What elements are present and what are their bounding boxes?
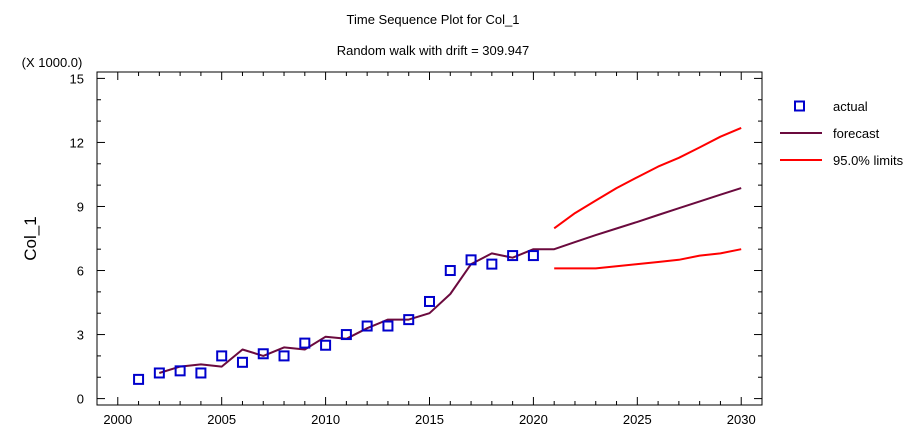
data-point <box>299 337 311 349</box>
data-point <box>174 365 186 377</box>
y-tick-label: 0 <box>77 392 84 407</box>
y-axis-title: Col_1 <box>21 216 40 260</box>
y-tick-label: 15 <box>70 71 84 86</box>
data-point <box>527 250 539 262</box>
series-line-3 <box>554 248 742 270</box>
y-tick-label: 12 <box>70 135 84 150</box>
y-axis-multiplier-label: (X 1000.0) <box>22 55 83 70</box>
data-point <box>320 339 332 351</box>
x-tick-label: 2020 <box>519 412 548 427</box>
x-tick-label: 2015 <box>415 412 444 427</box>
data-point <box>486 258 498 270</box>
series-line-1 <box>159 187 742 374</box>
legend-label: 95.0% limits <box>833 153 904 168</box>
x-tick-label: 2025 <box>623 412 652 427</box>
data-point <box>153 367 165 379</box>
data-point <box>195 367 207 379</box>
data-point <box>361 320 373 332</box>
y-tick-label: 3 <box>77 328 84 343</box>
series-layer <box>133 126 742 385</box>
y-tick-label: 9 <box>77 199 84 214</box>
series-line-2 <box>553 126 742 230</box>
data-point <box>236 356 248 368</box>
data-point <box>382 320 394 332</box>
axis-ticks: 2000 2005 2010 2015 2020 2025 2030 0 3 6 9 12 15 <box>70 71 763 427</box>
data-point <box>340 329 352 341</box>
y-tick-label: 6 <box>77 264 84 279</box>
chart-subtitle: Random walk with drift = 309.947 <box>337 43 530 58</box>
data-point <box>465 254 477 266</box>
data-point <box>133 373 145 385</box>
plot-area-frame <box>96 71 763 406</box>
data-point <box>257 348 269 360</box>
x-tick-label: 2010 <box>311 412 340 427</box>
legend-label: actual <box>833 99 868 114</box>
data-point <box>216 350 228 362</box>
x-tick-label: 2030 <box>727 412 756 427</box>
data-point <box>278 350 290 362</box>
x-tick-label: 2005 <box>207 412 236 427</box>
legend-label: forecast <box>833 126 880 141</box>
chart-title: Time Sequence Plot for Col_1 <box>347 12 520 27</box>
legend: actual forecast 95.0% limits <box>780 99 904 168</box>
data-point <box>444 265 456 277</box>
data-point <box>507 250 519 262</box>
x-tick-label: 2000 <box>103 412 132 427</box>
data-point <box>403 314 415 326</box>
data-point <box>424 295 435 307</box>
legend-marker <box>794 100 805 112</box>
